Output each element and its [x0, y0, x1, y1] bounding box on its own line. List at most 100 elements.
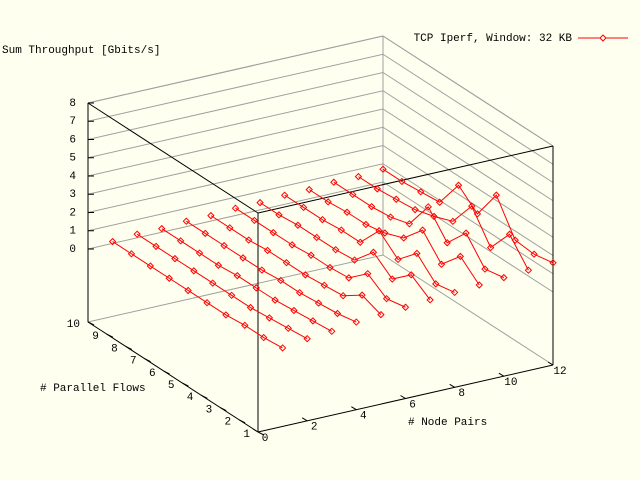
y-axis-label: # Parallel Flows	[40, 383, 146, 395]
grid-line	[87, 181, 384, 250]
data-point	[349, 190, 357, 199]
data-point	[449, 217, 457, 226]
data-point	[386, 213, 395, 221]
grid-line	[382, 90, 554, 202]
data-point	[184, 286, 192, 295]
data-point	[290, 306, 298, 315]
data-point	[454, 181, 463, 189]
data-point	[265, 314, 274, 322]
data-point	[207, 211, 215, 220]
grid-line	[382, 72, 554, 183]
data-point	[108, 237, 117, 246]
series-line	[333, 181, 505, 279]
data-point	[352, 318, 361, 326]
data-point	[382, 294, 391, 303]
z-tick-label: 6	[69, 134, 76, 146]
data-point	[362, 220, 370, 229]
data-point	[227, 291, 236, 300]
data-point	[549, 259, 557, 267]
series-line	[136, 233, 308, 340]
data-point	[450, 288, 459, 297]
series-line	[235, 207, 406, 308]
tick-mark	[144, 358, 151, 363]
data-point	[203, 298, 211, 307]
data-point	[294, 221, 302, 229]
z-tick-label: 5	[69, 153, 76, 165]
data-point	[388, 275, 397, 283]
data-point	[424, 203, 432, 211]
y-tick-label: 3	[206, 404, 213, 416]
data-point	[233, 271, 242, 280]
data-point	[407, 271, 415, 279]
y-tick-label: 1	[243, 429, 250, 441]
tick-mark	[351, 406, 357, 411]
data-point	[345, 274, 353, 282]
data-point	[226, 224, 234, 232]
data-point	[282, 258, 291, 267]
z-tick-label: 7	[69, 116, 76, 128]
y-tick-label: 2	[225, 417, 232, 429]
data-point	[411, 205, 419, 214]
tick-mark	[301, 417, 308, 422]
data-point	[280, 191, 289, 199]
data-point	[432, 280, 440, 288]
data-point	[398, 177, 406, 186]
x-tick-label: 8	[458, 388, 465, 400]
tick-mark	[219, 407, 227, 412]
grid-line	[87, 163, 384, 232]
data-point	[326, 263, 334, 272]
data-point	[358, 291, 366, 299]
data-point	[231, 204, 240, 212]
grid-line	[87, 53, 384, 122]
grid-line	[87, 126, 384, 195]
x-tick-label: 12	[553, 366, 566, 378]
data-point	[152, 242, 160, 251]
box-edge	[382, 254, 554, 366]
series-line	[210, 215, 382, 316]
grid-line	[382, 53, 554, 165]
z-tick-label: 4	[69, 171, 76, 183]
data-point	[350, 256, 359, 264]
data-point	[209, 279, 217, 287]
data-point	[462, 229, 470, 237]
tick-mark	[163, 370, 170, 375]
series-line	[259, 202, 431, 301]
tick-mark	[201, 394, 208, 399]
data-point	[252, 284, 260, 292]
grid-line	[87, 72, 384, 140]
data-point	[258, 266, 266, 274]
data-point	[418, 226, 427, 234]
y-tick-label: 6	[149, 368, 156, 380]
data-point	[437, 260, 446, 268]
data-point	[473, 210, 482, 218]
y-tick-label: 10	[67, 319, 80, 331]
data-point	[405, 220, 414, 228]
y-tick-label: 7	[130, 356, 137, 368]
data-point	[288, 241, 296, 249]
data-point	[303, 335, 311, 343]
x-tick-label: 4	[360, 411, 367, 423]
z-tick-label: 1	[69, 226, 76, 238]
data-point	[244, 236, 253, 244]
data-point	[399, 234, 408, 242]
data-point	[127, 250, 136, 258]
data-point	[309, 317, 317, 325]
data-point	[417, 188, 425, 196]
x-tick-label: 10	[504, 377, 517, 389]
data-point	[301, 271, 310, 279]
legend-label: TCP Iperf, Window: 32 KB	[414, 33, 573, 45]
data-point	[426, 296, 434, 304]
data-point	[505, 230, 514, 238]
z-tick-label: 3	[69, 189, 76, 201]
series-line	[308, 189, 480, 286]
series-line	[382, 168, 554, 264]
data-point	[481, 265, 489, 273]
data-point	[328, 327, 336, 336]
data-point	[443, 239, 451, 247]
data-point	[201, 229, 209, 238]
data-point	[330, 178, 338, 186]
box-edge	[87, 254, 384, 323]
data-point	[364, 269, 372, 278]
data-point	[182, 217, 191, 225]
data-point	[133, 230, 141, 238]
